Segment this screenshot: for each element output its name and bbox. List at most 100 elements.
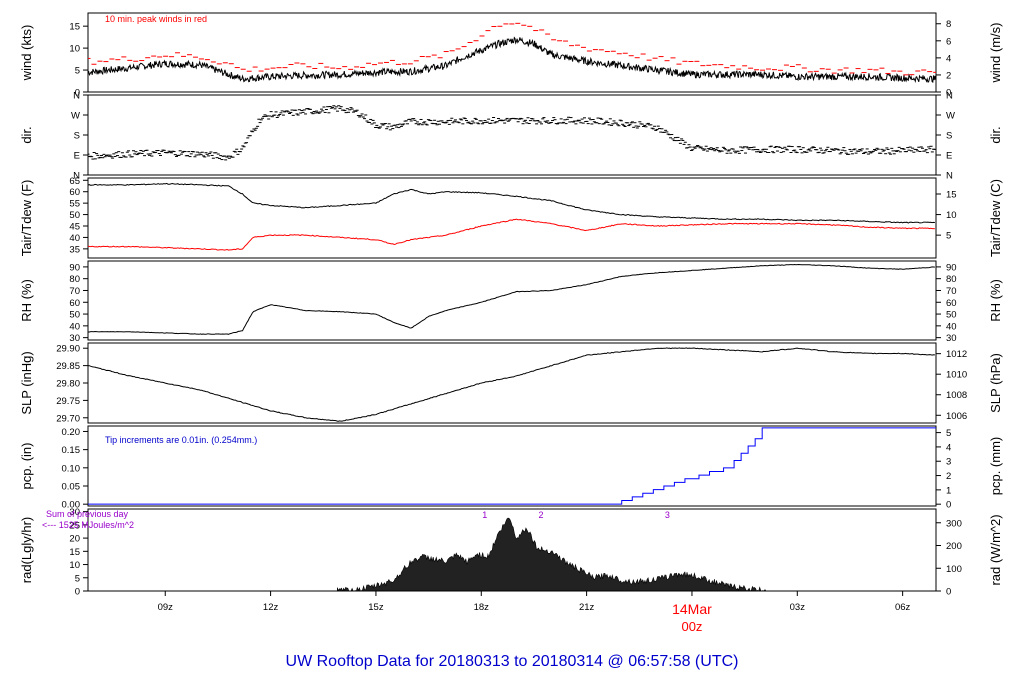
y-tick-label-left: 70 (69, 286, 80, 297)
series-accumulated precipitation (88, 427, 936, 505)
y-tick-label-left: E (74, 151, 80, 162)
y-tick-label-left: 30 (69, 333, 80, 344)
y-tick-label-left: 50 (69, 210, 80, 221)
y-tick-label-right: 0 (946, 500, 951, 511)
y-tick-label-right: 200 (946, 541, 962, 552)
y-tick-label-right: W (946, 111, 955, 122)
radiation-marker: 2 (538, 510, 543, 520)
y-tick-label-left: 40 (69, 321, 80, 332)
y-tick-label-left: N (73, 171, 80, 182)
y-axis-label-left: RH (%) (19, 279, 34, 322)
x-axis: 09z 12z 15z 18z 21z 03z 06z 14Mar 00z (158, 591, 911, 634)
y-tick-label-right: 4 (946, 53, 951, 64)
y-tick-label-right: 1012 (946, 349, 967, 360)
y-axis-label-right: wind (m/s) (988, 23, 1003, 84)
y-tick-label-left: N (73, 91, 80, 102)
y-tick-label-left: 29.85 (56, 361, 80, 372)
y-tick-label-right: 5 (946, 231, 951, 242)
radiation-marker: 3 (665, 510, 670, 520)
y-tick-label-right: 5 (946, 428, 951, 439)
y-axis-label-right: dir. (988, 126, 1003, 143)
series-solar-radiation (336, 517, 773, 591)
y-tick-label-left: 15 (69, 22, 80, 33)
y-tick-label-right: 40 (946, 321, 957, 332)
y-tick-label-right: 50 (946, 310, 957, 321)
panel-data (88, 105, 936, 161)
y-tick-label-right: 80 (946, 274, 957, 285)
y-tick-label-right: 60 (946, 298, 957, 309)
y-tick-label-left: 5 (75, 66, 80, 77)
panel-wind: wind (kts) wind (m/s) 0 5 10 15 0 2 4 6 8 10 min. p… (19, 12, 1003, 99)
y-tick-label-right: 2 (946, 70, 951, 81)
y-tick-label-right: 3 (946, 457, 951, 468)
panel-frame (87, 177, 937, 259)
y-tick-label-right: 90 (946, 262, 957, 273)
y-axis-label-right: pcp. (mm) (988, 437, 1003, 496)
radiation-marker: 1 (482, 510, 487, 520)
y-axis-label-left: SLP (inHg) (19, 351, 34, 414)
x-tick-label: 18z (474, 602, 490, 613)
y-tick-label-left: 45 (69, 222, 80, 233)
y-tick-label-right: 0 (946, 88, 951, 99)
y-axis-label-right: rad (W/m^2) (988, 514, 1003, 585)
y-tick-label-left: 29.75 (56, 396, 80, 407)
y-tick-label-right: N (946, 171, 953, 182)
y-tick-label-right: 0 (946, 587, 951, 598)
x-day-label: 14Mar (672, 601, 712, 617)
x-tick-label: 15z (368, 602, 384, 613)
series-RH (88, 263, 935, 335)
series-SLP (88, 347, 935, 422)
y-tick-label-right: 1010 (946, 370, 967, 381)
panel-data (88, 427, 936, 505)
y-tick-label-left: S (74, 131, 80, 142)
y-tick-label-left: 65 (69, 176, 80, 187)
panel-radiation: rad(Lgly/hr) rad (W/m^2)05101520253001002… (19, 507, 1003, 597)
y-tick-label-right: 1 (946, 485, 951, 496)
x-tick-label: 09z (158, 602, 174, 613)
panel-frame (87, 260, 937, 341)
y-tick-label-left: 30 (69, 507, 80, 518)
y-tick-label-right: E (946, 151, 952, 162)
y-tick-label-left: 0.00 (62, 500, 81, 511)
y-tick-label-left: 20 (69, 534, 80, 545)
panel-frame (87, 425, 937, 507)
y-tick-label-left: 10 (69, 44, 80, 55)
y-axis-label-left: pcp. (in) (19, 443, 34, 490)
y-tick-label-left: W (71, 111, 80, 122)
y-tick-label-left: 29.80 (56, 379, 80, 390)
y-tick-label-left: 50 (69, 310, 80, 321)
panel-temperature: Tair/Tdew (F) Tair/Tdew (C) 35404550556065… (19, 176, 1003, 259)
y-tick-label-right: N (946, 91, 953, 102)
panel-annotation: 10 min. peak winds in red (105, 14, 207, 24)
y-tick-label-right: 4 (946, 442, 951, 453)
y-tick-label-left: 90 (69, 262, 80, 273)
y-tick-label-right: 100 (946, 564, 962, 575)
y-tick-label-left: 29.90 (56, 344, 80, 355)
y-tick-label-left: 0.05 (62, 482, 81, 493)
y-tick-label-left: 25 (69, 520, 80, 531)
y-tick-label-left: 60 (69, 298, 80, 309)
y-tick-label-left: 35 (69, 244, 80, 255)
panel-data (88, 22, 936, 84)
y-axis-label-right: SLP (hPa) (988, 353, 1003, 413)
y-tick-label-right: 30 (946, 333, 957, 344)
radiation-sum-value: <--- 1525 MJoules/m^2 (42, 520, 134, 530)
series-Tdew (88, 218, 935, 251)
panel-data (88, 263, 935, 335)
series-Tair (88, 182, 935, 224)
radiation-sum-label: Sum of previous day (46, 509, 129, 519)
x-tick-label: 03z (790, 602, 806, 613)
y-tick-label-right: 2 (946, 471, 951, 482)
y-tick-label-left: 29.70 (56, 413, 80, 424)
y-tick-label-right: 8 (946, 19, 951, 30)
y-tick-label-left: 0.15 (62, 445, 81, 456)
chart-title: UW Rooftop Data for 20180313 to 20180314… (286, 653, 739, 670)
y-axis-label-right: RH (%) (988, 279, 1003, 322)
y-tick-label-left: 5 (75, 573, 80, 584)
x-tick-label: 12z (263, 602, 279, 613)
y-tick-label-right: 70 (946, 286, 957, 297)
y-axis-label-right: Tair/Tdew (C) (988, 179, 1003, 257)
